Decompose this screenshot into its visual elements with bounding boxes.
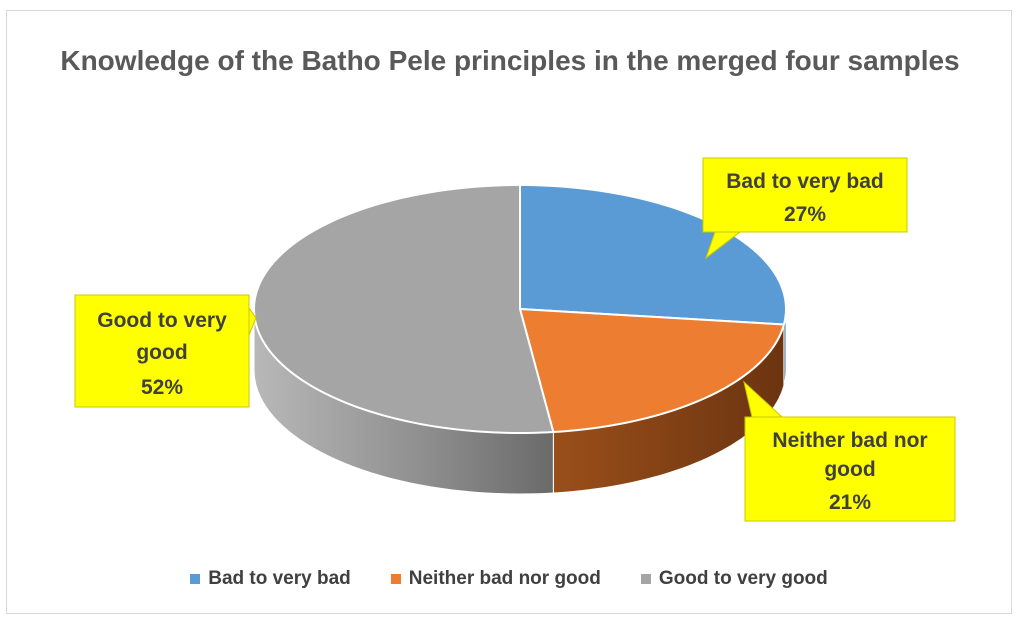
legend-item-good: Good to very good xyxy=(640,568,828,590)
data-label-value: 52% xyxy=(141,376,183,399)
legend-item-neither: Neither bad nor good xyxy=(390,568,601,590)
legend: Bad to very bad Neither bad nor good Goo… xyxy=(0,568,1018,590)
legend-swatch xyxy=(390,574,401,584)
data-label-category: Neither bad nor xyxy=(772,429,927,452)
data-label-box xyxy=(702,157,908,233)
data-label-value: 21% xyxy=(829,491,871,514)
pie-tops xyxy=(253,184,787,434)
data-label-0: Bad to very bad 27% xyxy=(702,157,908,260)
pie-slice-1 xyxy=(519,308,785,434)
legend-label: Neither bad nor good xyxy=(408,568,601,589)
legend-item-bad: Bad to very bad xyxy=(190,568,351,590)
data-label-category: Good to very xyxy=(97,309,227,332)
data-label-category: good xyxy=(824,458,875,481)
data-label-box xyxy=(74,294,250,408)
data-label-box xyxy=(744,416,956,522)
data-label-1: Neither bad nor good 21% xyxy=(743,380,956,522)
legend-swatch xyxy=(640,574,651,584)
legend-swatch xyxy=(190,574,201,584)
data-label-category: good xyxy=(136,341,187,364)
legend-label: Bad to very bad xyxy=(208,568,351,589)
chart-title: Knowledge of the Batho Pele principles i… xyxy=(60,45,960,76)
data-label-2: Good to very good 52% xyxy=(74,294,257,408)
legend-label: Good to very good xyxy=(658,568,828,589)
data-label-category: Bad to very bad xyxy=(726,170,884,193)
data-label-value: 27% xyxy=(784,203,826,226)
pie-callouts: Bad to very bad 27% Neither bad nor good 21%… xyxy=(74,157,956,522)
